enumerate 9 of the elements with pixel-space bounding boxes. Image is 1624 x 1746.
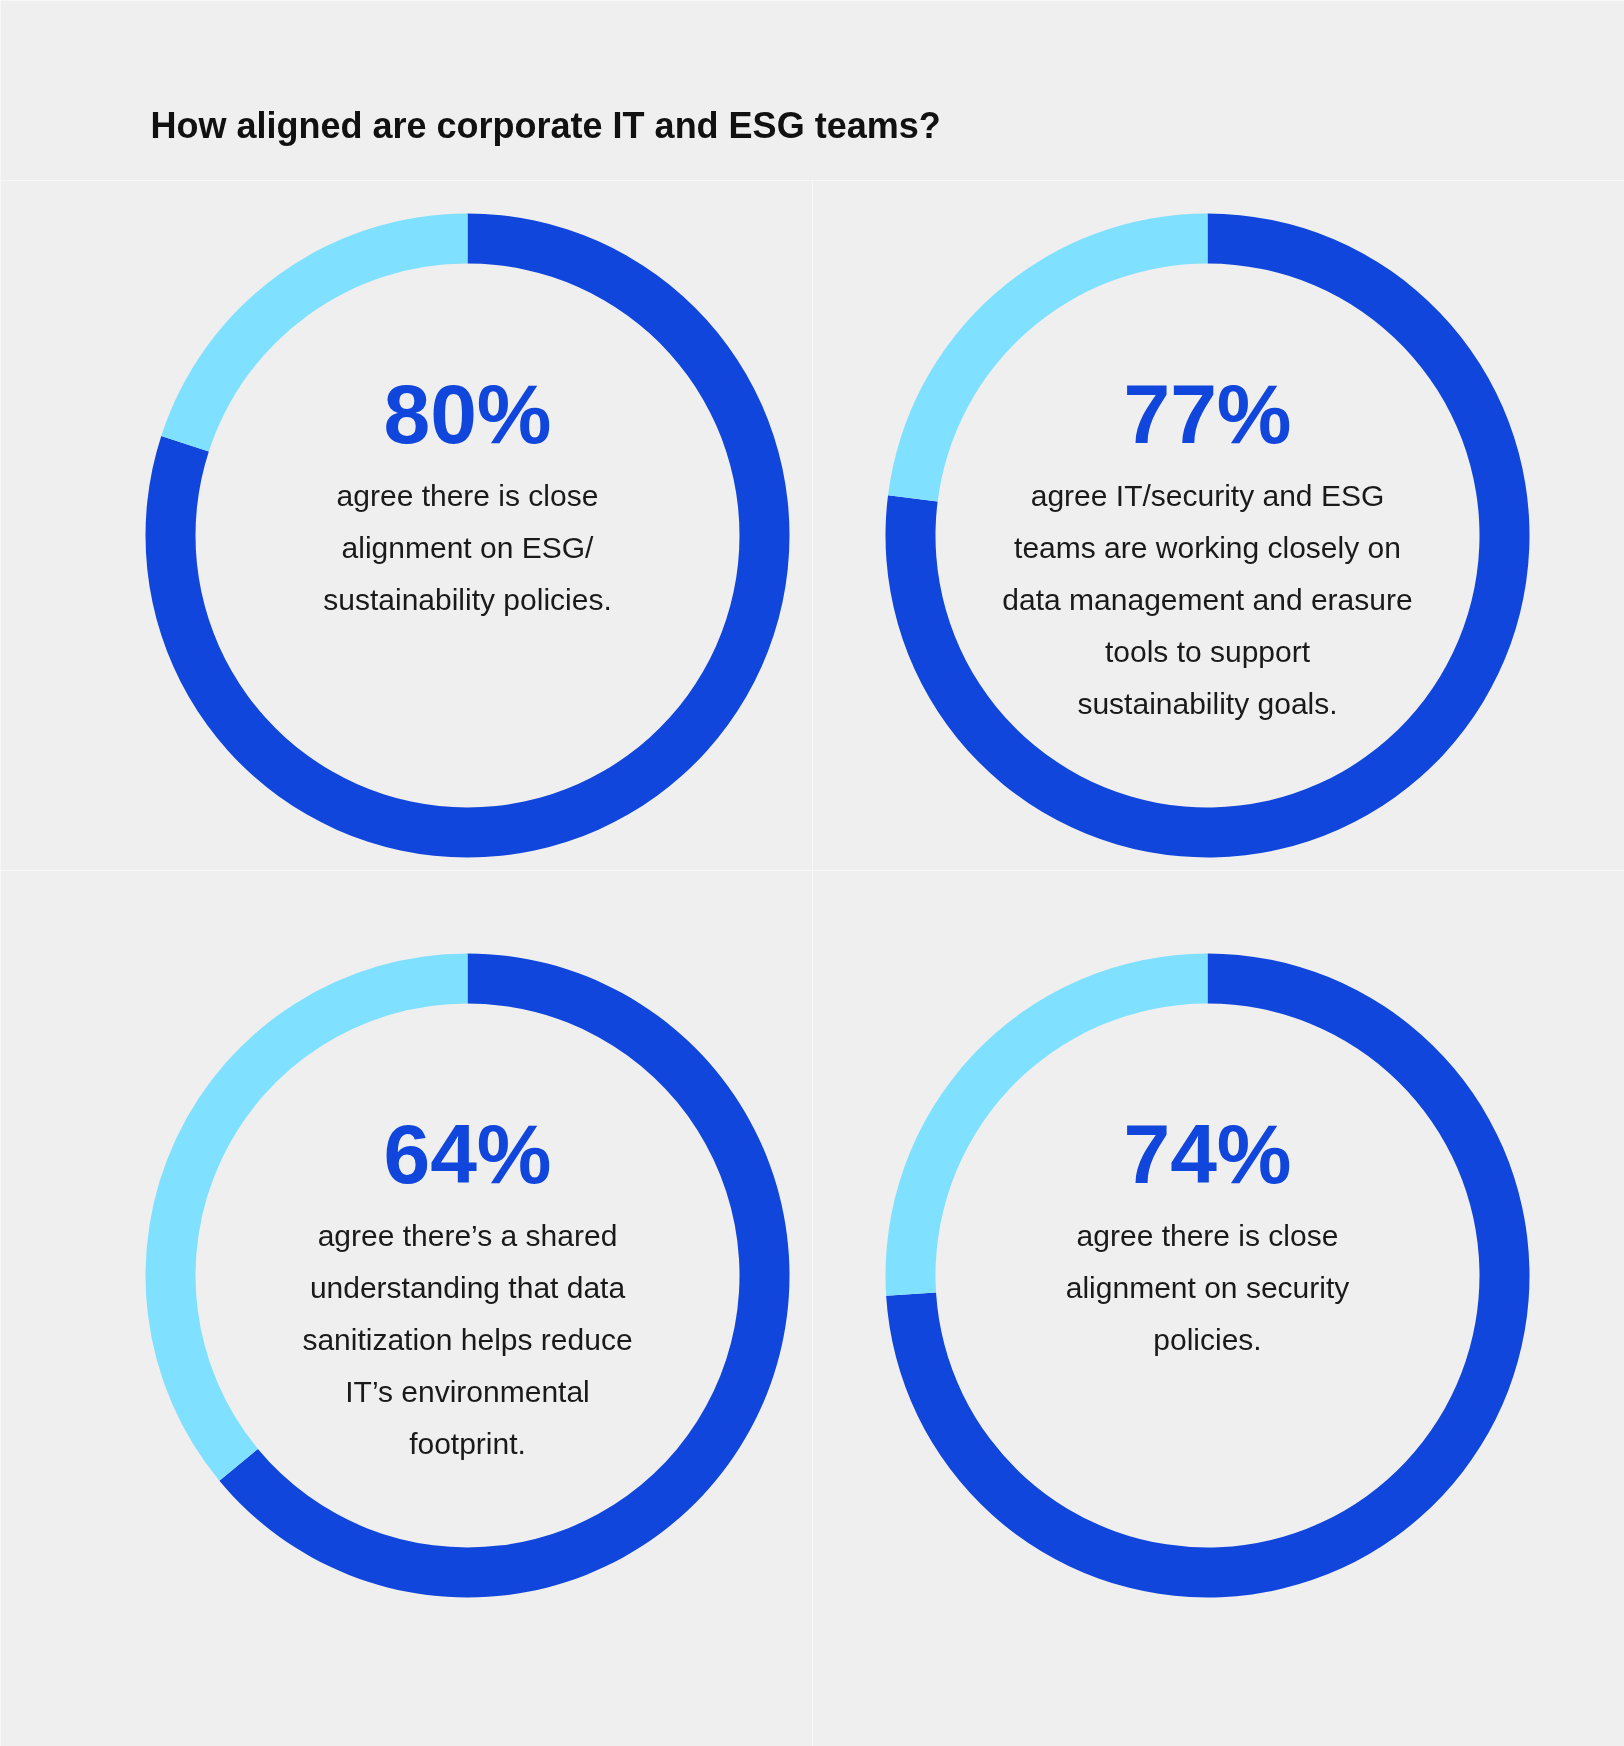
text: agree there is close alignment on ESG/ sustainability policies. <box>323 479 612 616</box>
text: agree there is close alignment on security policies. <box>1065 1219 1350 1356</box>
text: agree there’s a shared understanding that data sanitization helps reduce IT’s environmental footprint. <box>302 1219 633 1460</box>
text: agree IT/security and ESG teams are working closely on data management and erasure tools to support sustainability goals. <box>1002 479 1413 720</box>
data-label: 74% <box>1123 1106 1292 1201</box>
data-label: 77% <box>1123 366 1292 461</box>
data-label: 80% <box>383 366 552 461</box>
data-label: 64% <box>383 1106 552 1201</box>
chart-title: How aligned are corporate IT and ESG teams? <box>150 105 941 146</box>
